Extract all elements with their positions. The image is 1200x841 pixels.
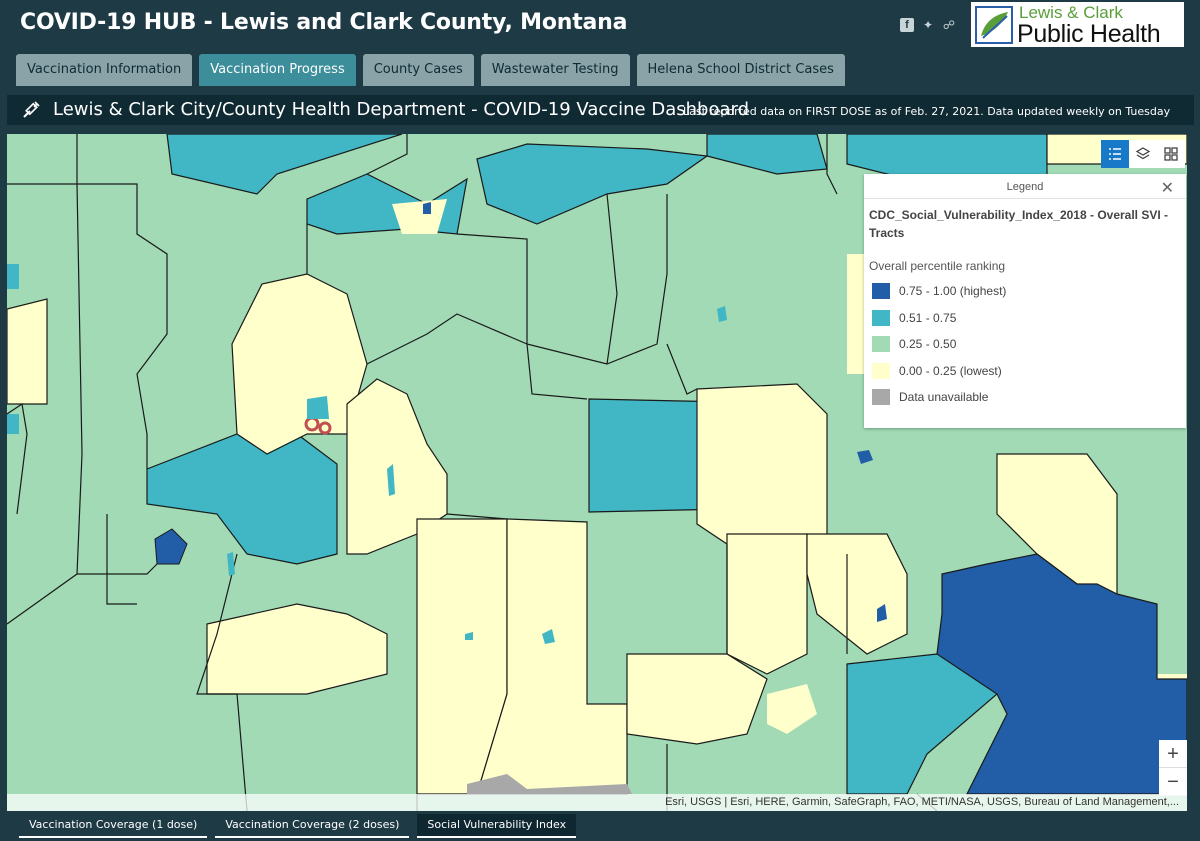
tab-wastewater-testing[interactable]: Wastewater Testing <box>480 54 630 86</box>
syringe-icon <box>23 101 40 118</box>
legend-swatch <box>872 309 890 326</box>
social-links: f ✦ ☍ <box>900 18 956 32</box>
tab-vaccination-coverage-2-doses[interactable]: Vaccination Coverage (2 doses) <box>215 814 410 838</box>
legend-title: Legend <box>1006 181 1044 193</box>
list-icon <box>1109 148 1121 160</box>
zoom-out-button[interactable]: − <box>1159 768 1187 796</box>
legend-item-label: 0.51 - 0.75 <box>899 310 957 325</box>
legend-field-name: Overall percentile ranking <box>869 259 1006 273</box>
svi-map[interactable]: Legend ✕ CDC_Social_Vulnerability_Index_… <box>7 134 1187 811</box>
legend-swatch <box>872 389 890 405</box>
logo-line-2: Public Health <box>1017 20 1161 48</box>
tab-county-cases[interactable]: County Cases <box>362 54 474 86</box>
legend-swatch <box>872 283 890 299</box>
link-icon[interactable]: ☍ <box>942 18 956 32</box>
dashboard-title-bar: Lewis & Clark City/County Health Departm… <box>7 95 1194 125</box>
public-health-logo[interactable]: Lewis & Clark Public Health <box>971 2 1184 48</box>
facebook-icon[interactable]: f <box>900 18 914 32</box>
bottom-tabs: Vaccination Coverage (1 dose) Vaccinatio… <box>19 814 577 838</box>
page-title: COVID-19 HUB - Lewis and Clark County, M… <box>20 10 628 35</box>
legend-toggle-button[interactable] <box>1101 140 1129 168</box>
layers-button[interactable] <box>1129 140 1157 168</box>
legend-swatch <box>872 362 890 379</box>
legend-layer-name: CDC_Social_Vulnerability_Index_2018 - Ov… <box>869 208 1169 240</box>
legend-item-label: 0.75 - 1.00 (highest) <box>899 284 1007 298</box>
tab-vaccination-coverage-1-dose[interactable]: Vaccination Coverage (1 dose) <box>19 814 208 838</box>
map-toolbar <box>1101 140 1185 168</box>
map-attribution[interactable]: Esri, USGS | Esri, HERE, Garmin, SafeGra… <box>7 794 1187 811</box>
twitter-icon[interactable]: ✦ <box>922 18 934 32</box>
dashboard-subtitle: Last reported data on FIRST DOSE as of F… <box>683 105 1171 118</box>
census-tract-polygons <box>7 134 1187 811</box>
legend-swatch <box>872 336 890 352</box>
legend-panel: Legend ✕ CDC_Social_Vulnerability_Index_… <box>864 174 1186 428</box>
zoom-in-button[interactable]: + <box>1159 740 1187 768</box>
tab-social-vulnerability-index[interactable]: Social Vulnerability Index <box>417 814 577 838</box>
logo-line-1: Lewis & Clark <box>1019 3 1123 22</box>
dashboard-title: Lewis & Clark City/County Health Departm… <box>53 99 749 120</box>
tab-helena-school-district-cases[interactable]: Helena School District Cases <box>636 54 845 86</box>
leaf-logo-icon <box>975 6 1013 44</box>
tab-vaccination-information[interactable]: Vaccination Information <box>16 54 193 86</box>
basemap-gallery-button[interactable] <box>1157 140 1185 168</box>
legend-item-label: 0.00 - 0.25 (lowest) <box>899 363 1002 378</box>
legend-header: Legend ✕ <box>864 174 1186 199</box>
legend-item-label: Data unavailable <box>899 390 989 404</box>
tab-vaccination-progress[interactable]: Vaccination Progress <box>199 54 356 86</box>
grid-icon <box>1164 147 1178 161</box>
zoom-controls: + − <box>1159 740 1187 796</box>
legend-item-label: 0.25 - 0.50 <box>899 337 957 351</box>
layers-icon <box>1135 147 1151 160</box>
header-bar: COVID-19 HUB - Lewis and Clark County, M… <box>0 0 1200 52</box>
close-icon[interactable]: ✕ <box>1160 180 1174 197</box>
top-tabs: Vaccination Information Vaccination Prog… <box>16 54 845 86</box>
